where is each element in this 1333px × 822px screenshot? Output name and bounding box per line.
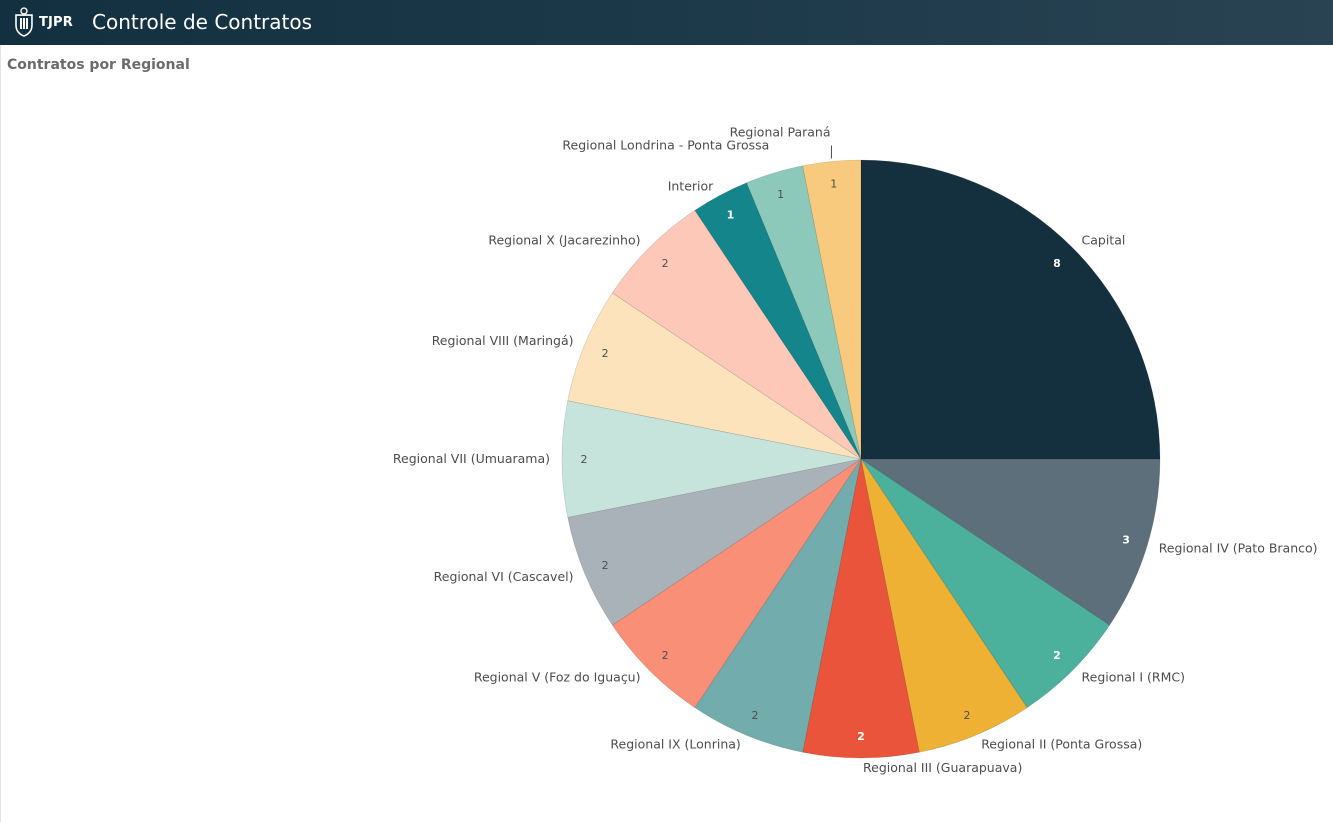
slice-label-regional-vi-cascavel: Regional VI (Cascavel) (434, 569, 574, 584)
slice-value-capital: 8 (1053, 257, 1061, 270)
pie-slice-regional-londrina-ponta-grossa[interactable] (746, 165, 862, 460)
slice-label-regional-londrina-ponta-grossa: Regional Londrina - Ponta Grossa (562, 137, 769, 152)
slice-value-regional-ix-lonrina: 2 (752, 709, 759, 722)
shield-emblem-icon (15, 7, 33, 37)
slice-label-regional-iii-guarapuava: Regional III (Guarapuava) (863, 760, 1022, 775)
pie-slice-regional-iii-guarapuava[interactable] (802, 458, 920, 759)
slice-label-capital: Capital (1082, 233, 1126, 248)
slice-label-regional-i-rmc: Regional I (RMC) (1082, 670, 1186, 685)
pie-slice-regional-i-rmc[interactable] (860, 458, 1111, 709)
slice-value-regional-v-foz-do-iguacu: 2 (662, 649, 669, 662)
pie-slice-regional-ii-ponta-grossa[interactable] (860, 458, 1028, 753)
slice-label-regional-ix-lonrina: Regional IX (Lonrina) (610, 737, 740, 752)
pie-slice-regional-viii-maringa[interactable] (567, 292, 862, 460)
pie-slice-regional-x-jacarezinho[interactable] (611, 209, 862, 460)
pie-slice-regional-vi-cascavel[interactable] (567, 458, 862, 626)
slice-value-regional-vi-cascavel: 2 (602, 559, 609, 572)
slice-label-regional-ii-ponta-grossa: Regional II (Ponta Grossa) (981, 737, 1142, 752)
slice-value-regional-x-jacarezinho: 2 (662, 257, 669, 270)
slice-label-regional-parana: Regional Paraná (730, 125, 831, 140)
chart-title: Contratos por Regional (7, 57, 190, 73)
slice-value-regional-londrina-ponta-grossa: 1 (777, 188, 784, 201)
slice-label-regional-iv-pato-branco: Regional IV (Pato Branco) (1159, 541, 1318, 556)
slice-label-regional-viii-maringa: Regional VIII (Maringá) (432, 333, 574, 348)
pie-slice-regional-v-foz-do-iguacu[interactable] (611, 458, 862, 709)
slice-value-regional-vii-umuarama: 2 (581, 453, 588, 466)
slice-value-interior: 1 (727, 209, 735, 222)
slice-value-regional-ii-ponta-grossa: 2 (964, 709, 971, 722)
slice-label-regional-vii-umuarama: Regional VII (Umuarama) (393, 451, 550, 466)
pie-slice-interior[interactable] (694, 182, 862, 460)
pie-slice-regional-vii-umuarama[interactable] (561, 400, 862, 518)
app-title: Controle de Contratos (92, 10, 313, 34)
logo-text: TJPR (38, 14, 73, 30)
pie-slice-regional-parana[interactable] (802, 159, 862, 460)
slice-value-regional-viii-maringa: 2 (602, 347, 609, 360)
tjpr-logo: TJPR (13, 5, 73, 39)
pie-slice-regional-iv-pato-branco[interactable] (860, 458, 1161, 626)
slice-value-regional-iv-pato-branco: 3 (1122, 533, 1130, 546)
slice-label-interior: Interior (668, 179, 714, 194)
pie-slice-capital[interactable] (860, 159, 1161, 460)
slice-label-regional-x-jacarezinho: Regional X (Jacarezinho) (488, 233, 640, 248)
slice-value-regional-iii-guarapuava: 2 (857, 730, 865, 743)
slice-label-regional-v-foz-do-iguacu: Regional V (Foz do Iguaçu) (474, 670, 641, 685)
panel-border (0, 45, 1, 822)
app-header: TJPR Controle de Contratos (0, 0, 1333, 45)
slice-value-regional-parana: 1 (830, 177, 837, 190)
pie-slice-regional-ix-lonrina[interactable] (694, 458, 862, 753)
slice-value-regional-i-rmc: 2 (1053, 649, 1061, 662)
